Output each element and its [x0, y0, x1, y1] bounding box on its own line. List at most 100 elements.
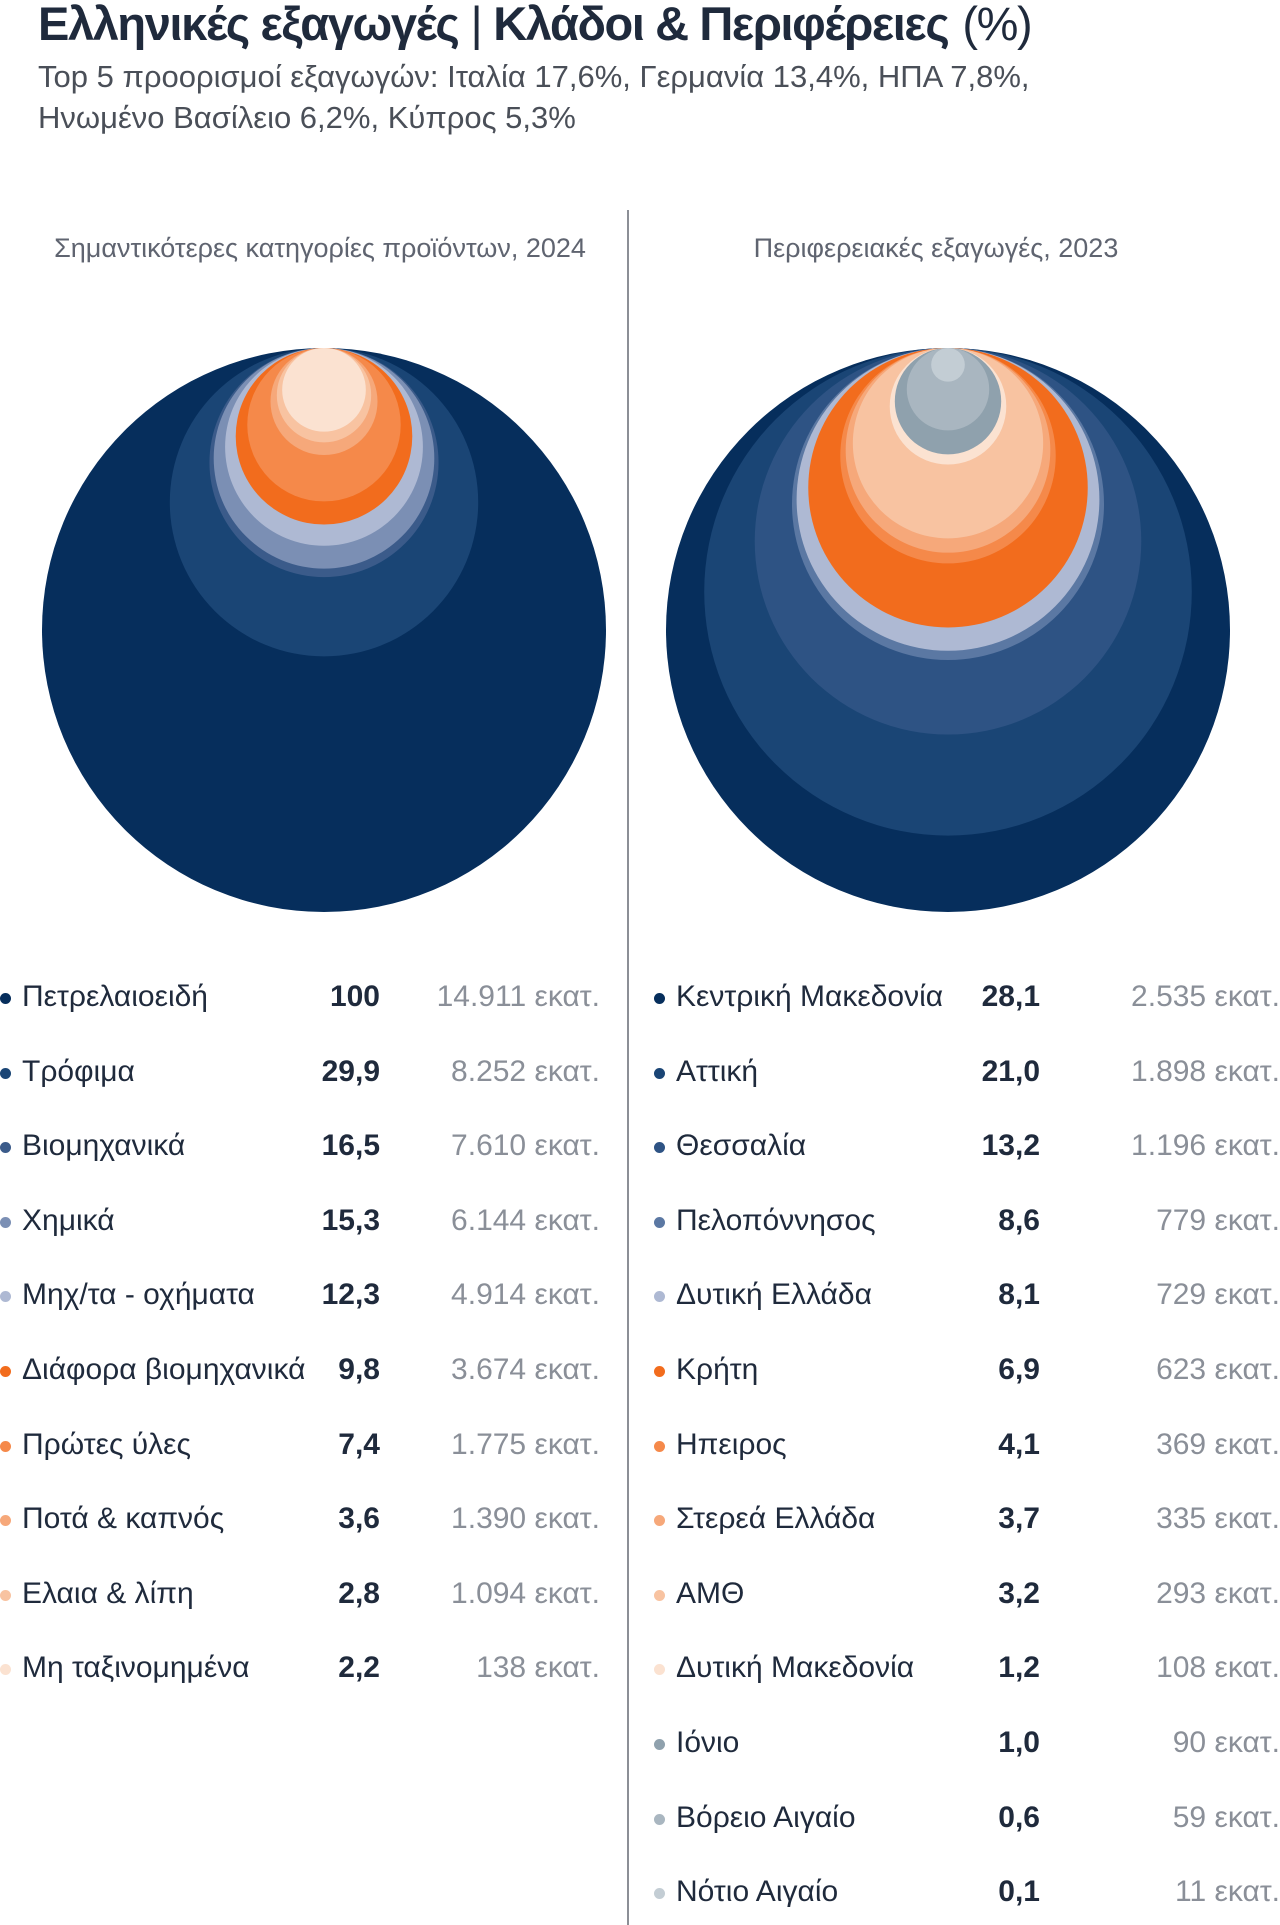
legend-amount: 108 εκατ. [1156, 1651, 1280, 1685]
legend-name: Πρώτες ύλες [22, 1427, 191, 1461]
legend-value: 16,5 [321, 1129, 380, 1163]
subtitle: Top 5 προορισμοί εξαγωγών: Ιταλία 17,6%,… [38, 56, 1168, 138]
right-chart-title: Περιφερειακές εξαγωγές, 2023 [753, 233, 1119, 263]
legend-row: Βόρειο Αιγαίο 0,6 59 εκατ. [654, 1796, 1280, 1840]
legend-name: Ποτά & καπνός [22, 1502, 225, 1536]
legend-dot [0, 1366, 11, 1377]
subtitle-line-1: Top 5 προορισμοί εξαγωγών: Ιταλία 17,6%,… [38, 59, 1030, 94]
legend-amount: 1.775 εκατ. [451, 1427, 600, 1461]
legend-dot [654, 1589, 665, 1601]
legend-row: Ποτά & καπνός 3,6 1.390 εκατ. [0, 1497, 600, 1541]
legend-name: Ελαια & λίπη [22, 1576, 194, 1610]
legend-value: 9,8 [338, 1353, 380, 1386]
legend-amount: 335 εκατ. [1156, 1502, 1280, 1536]
legend-value: 3,6 [338, 1502, 380, 1536]
legend-name: Ιόνιο [676, 1726, 740, 1759]
legend-amount: 623 εκατ. [1156, 1353, 1280, 1386]
legend-value: 0,1 [998, 1875, 1040, 1909]
legend-amount: 11 εκατ. [1174, 1875, 1280, 1909]
bubble-0-9 [282, 348, 366, 432]
legend-row: Δυτική Ελλάδα 8,1 729 εκατ. [654, 1273, 1280, 1317]
legend-amount: 779 εκατ. [1156, 1203, 1280, 1237]
legend-name: Πετρελαιοειδή [22, 980, 208, 1013]
legend-amount: 6.144 εκατ. [451, 1203, 600, 1237]
legend-dot [654, 1440, 665, 1452]
legend-value: 100 [329, 980, 380, 1013]
legend-name: Τρόφιμα [22, 1054, 135, 1088]
legend-value: 6,9 [998, 1353, 1040, 1386]
legend-value: 3,2 [998, 1576, 1040, 1610]
legend-amount: 293 εκατ. [1156, 1576, 1280, 1610]
title-main: Ελληνικές εξαγωγές [38, 0, 460, 50]
legend-dot [0, 1291, 11, 1303]
legend-row: Ιόνιο 1,0 90 εκατ. [654, 1721, 1280, 1765]
legend-name: Βιομηχανικά [22, 1129, 186, 1163]
legend-dot [654, 1067, 665, 1079]
legend-amount: 1.094 εκατ. [451, 1576, 600, 1610]
legend-dot [0, 1440, 11, 1452]
legend-value: 15,3 [321, 1203, 380, 1237]
legend-name: Διάφορα βιομηχανικά [22, 1353, 306, 1386]
title-unit: (%) [962, 0, 1032, 50]
legend-name: Ηπειρος [676, 1427, 787, 1461]
legend-row: Θεσσαλία 13,2 1.196 εκατ. [654, 1124, 1280, 1168]
legend-row: Δυτική Μακεδονία 1,2 108 εκατ. [654, 1646, 1280, 1690]
legend-name: Βόρειο Αιγαίο [676, 1800, 856, 1834]
legend-row: Ηπειρος 4,1 369 εκατ. [654, 1423, 1280, 1467]
legend-name: Θεσσαλία [676, 1129, 807, 1163]
legend-row: Κρήτη 6,9 623 εκατ. [654, 1348, 1280, 1392]
legend-name: ΑΜΘ [676, 1576, 745, 1610]
legend-dot [654, 993, 665, 1004]
legend-dot [0, 1067, 11, 1079]
legend-amount: 14.911 εκατ. [436, 980, 600, 1013]
legend-value: 28,1 [981, 980, 1040, 1013]
title-second: Κλάδοι & Περιφέρειες [493, 0, 950, 50]
legend-row: Πετρελαιοειδή 100 14.911 εκατ. [0, 975, 600, 1019]
legend-amount: 90 εκατ. [1172, 1726, 1280, 1759]
legend-value: 4,1 [998, 1427, 1040, 1461]
legend-name: Μη ταξινομημένα [22, 1651, 250, 1685]
legend-dot [654, 1813, 665, 1825]
legend-amount: 138 εκατ. [476, 1651, 600, 1685]
legend-dot [0, 993, 11, 1004]
regional-exports-bubble-chart [666, 348, 1230, 912]
legend-dot [654, 1366, 665, 1377]
legend-row: Πρώτες ύλες 7,4 1.775 εκατ. [0, 1423, 600, 1467]
legend-amount: 2.535 εκατ. [1131, 980, 1280, 1013]
legend-row: Τρόφιμα 29,9 8.252 εκατ. [0, 1050, 600, 1094]
product-categories-bubble-chart [42, 348, 606, 912]
legend-name: Δυτική Μακεδονία [676, 1651, 915, 1685]
legend-dot [0, 1216, 11, 1228]
legend-dot [0, 1589, 11, 1601]
legend-value: 29,9 [321, 1054, 380, 1088]
legend-row: Πελοπόννησος 8,6 779 εκατ. [654, 1199, 1280, 1243]
legend-name: Χημικά [22, 1203, 115, 1237]
legend-value: 8,1 [998, 1278, 1040, 1312]
legend-row: Νότιο Αιγαίο 0,1 11 εκατ. [654, 1870, 1280, 1914]
legend-amount: 59 εκατ. [1172, 1800, 1280, 1834]
legend-dot [0, 1515, 11, 1527]
legend-row: Χημικά 15,3 6.144 εκατ. [0, 1199, 600, 1243]
legend-name: Κρήτη [676, 1353, 759, 1386]
legend-name: Κεντρική Μακεδονία [676, 980, 944, 1013]
legend-dot [654, 1739, 665, 1750]
legend-amount: 1.196 εκατ. [1131, 1129, 1280, 1163]
legend-name: Αττική [676, 1054, 759, 1088]
legend-value: 12,3 [321, 1278, 380, 1312]
legend-row: Μηχ/τα - οχήματα 12,3 4.914 εκατ. [0, 1273, 600, 1317]
legend-dot [654, 1142, 665, 1154]
legend-amount: 1.390 εκατ. [451, 1502, 600, 1536]
legend-amount: 3.674 εκατ. [451, 1353, 600, 1386]
legend-name: Πελοπόννησος [676, 1203, 876, 1237]
legend-dot [654, 1664, 665, 1676]
legend-dot [654, 1888, 665, 1900]
legend-dot [0, 1142, 11, 1154]
legend-value: 7,4 [338, 1427, 380, 1461]
legend-amount: 729 εκατ. [1156, 1278, 1280, 1312]
left-chart-title: Σημαντικότερες κατηγορίες προϊόντων, 202… [54, 233, 586, 263]
legend-row: Κεντρική Μακεδονία 28,1 2.535 εκατ. [654, 975, 1280, 1019]
page-title: Ελληνικές εξαγωγές | Κλάδοι & Περιφέρειες(… [38, 0, 1268, 54]
title-separator: | [470, 0, 482, 50]
legend-amount: 1.898 εκατ. [1131, 1054, 1280, 1088]
legend-value: 1,0 [998, 1726, 1040, 1759]
